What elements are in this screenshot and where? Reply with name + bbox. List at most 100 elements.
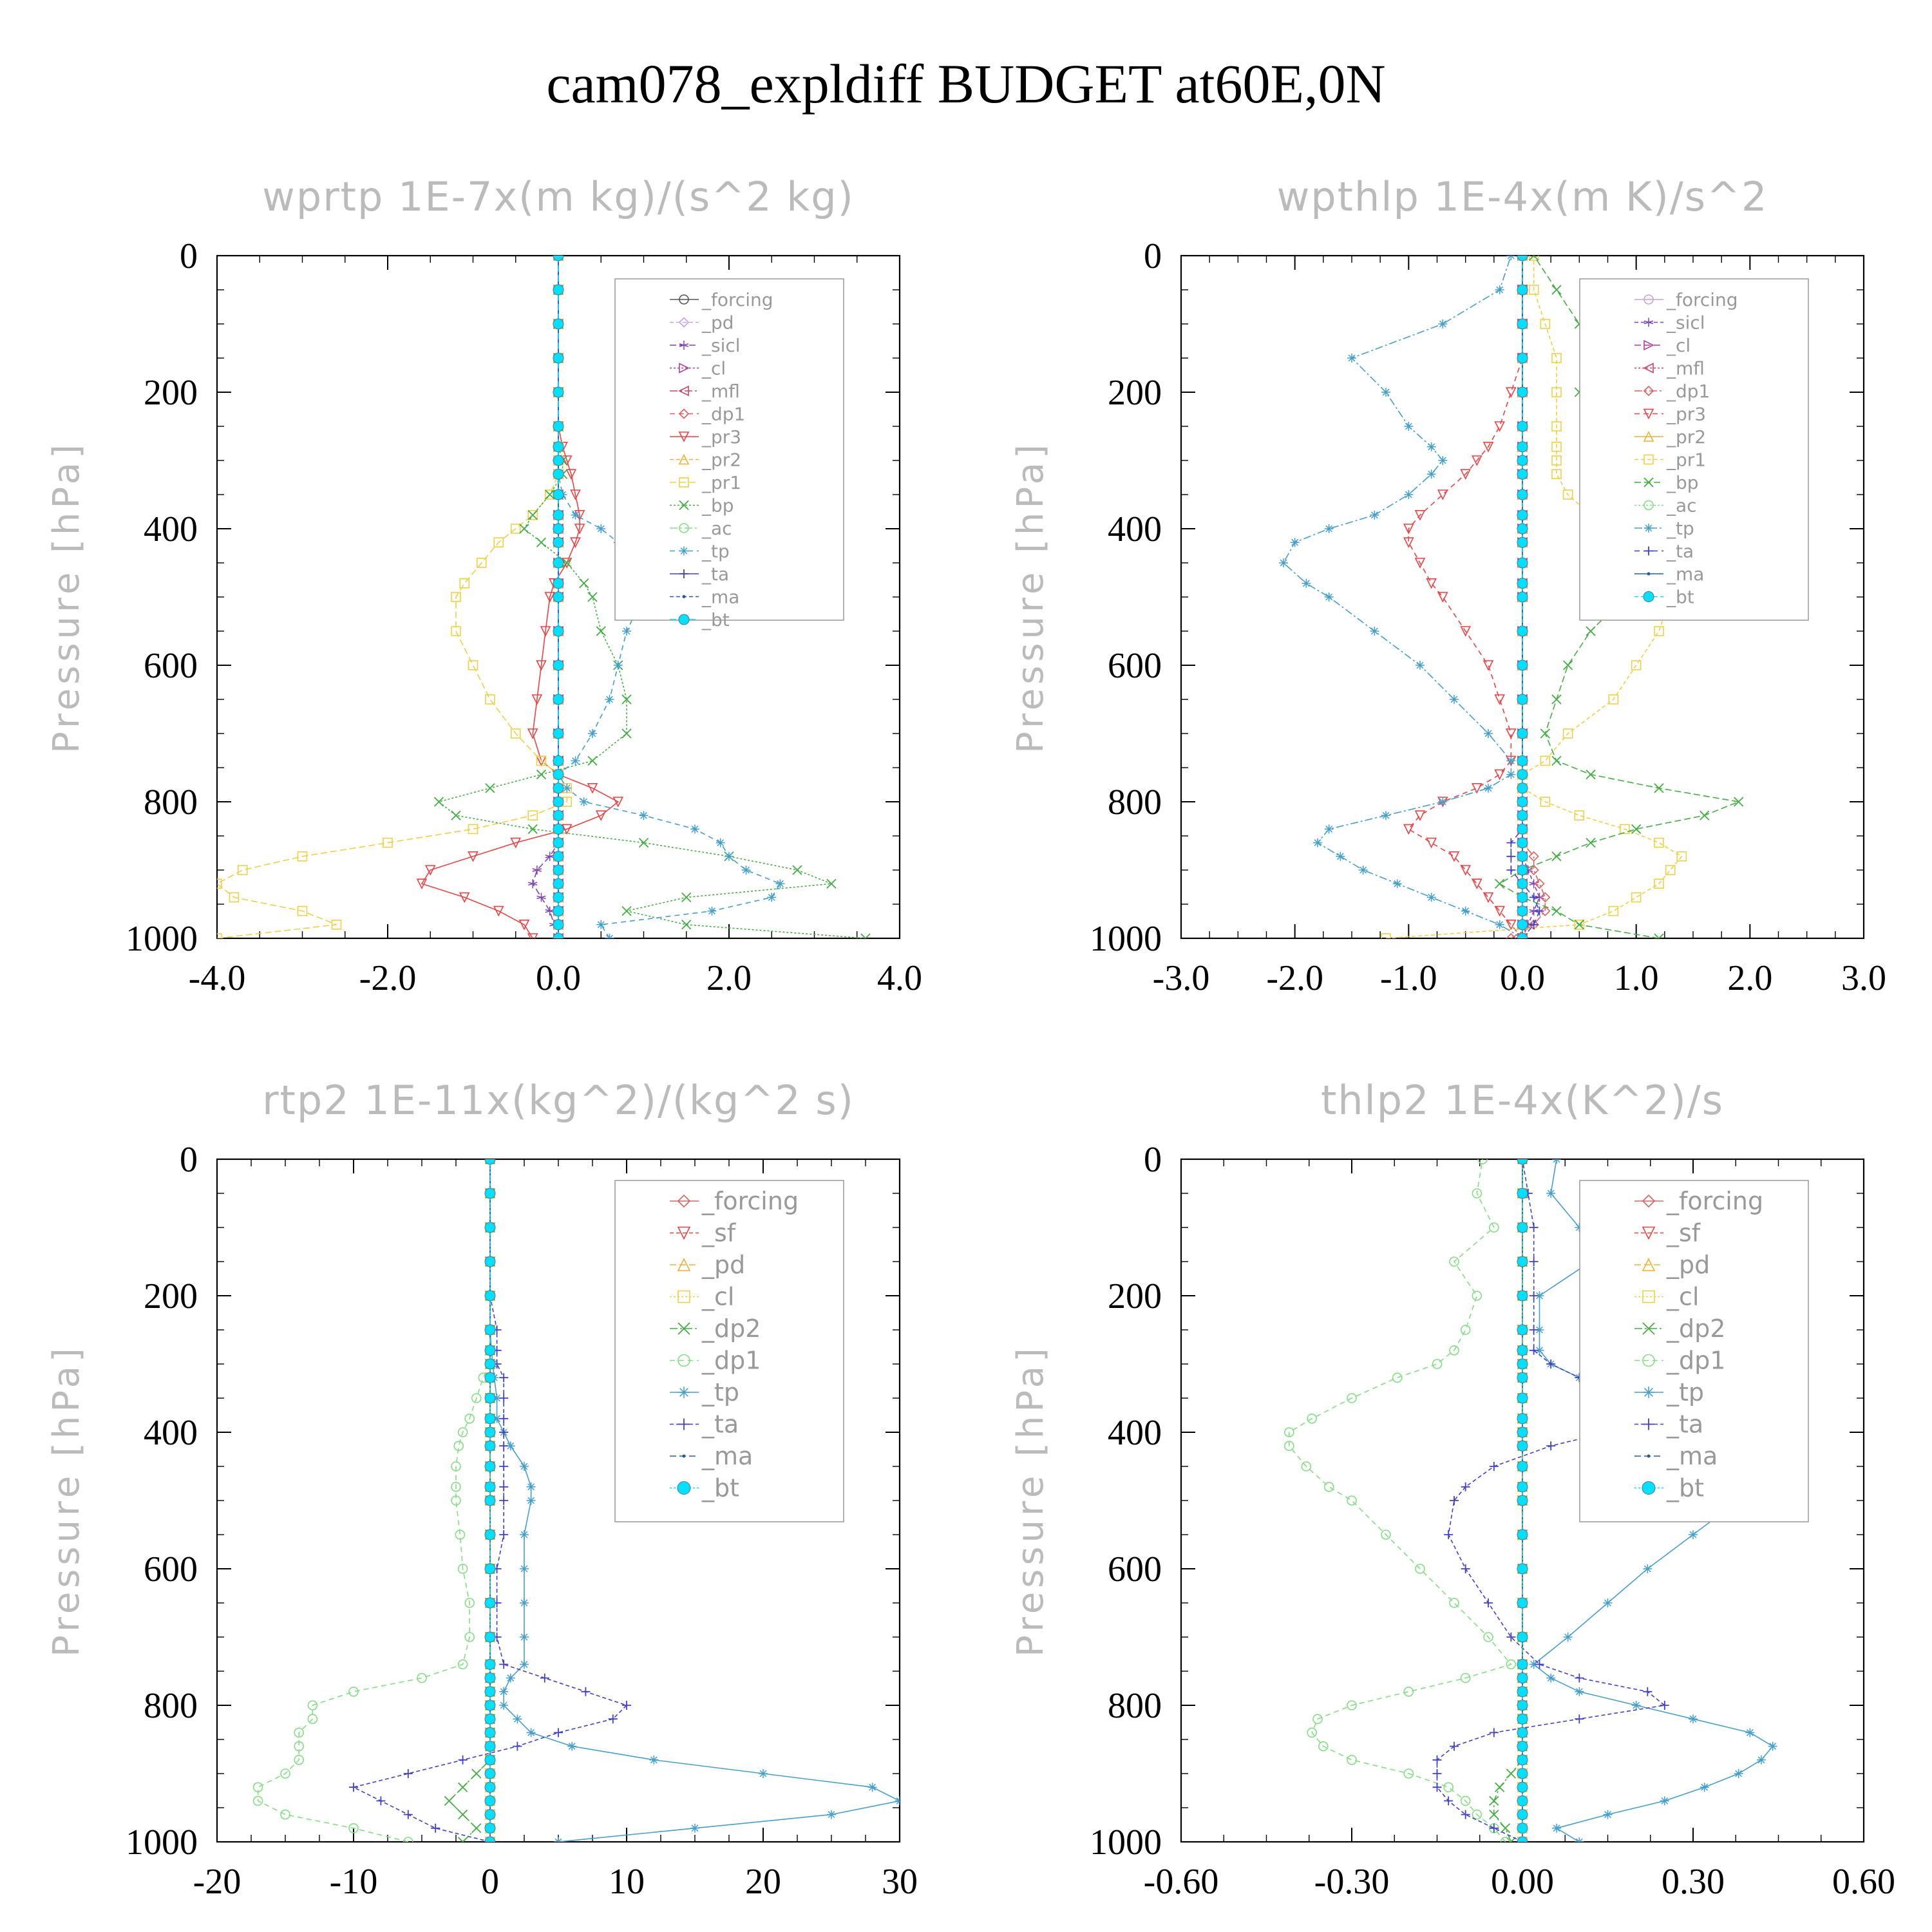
data-point <box>484 1741 496 1752</box>
y-tick-label: 800 <box>1108 782 1162 822</box>
data-point <box>1517 256 1528 261</box>
legend-label: _pr2 <box>701 450 741 471</box>
data-point <box>1489 1462 1499 1471</box>
data-point <box>1449 1345 1459 1356</box>
data-point <box>526 1728 536 1738</box>
data-point <box>1313 838 1322 848</box>
data-point <box>1551 905 1562 916</box>
data-point <box>280 1809 290 1820</box>
data-point <box>1347 1495 1357 1506</box>
data-point <box>464 1414 475 1424</box>
data-point <box>1426 578 1437 589</box>
x-tick-label: -0.60 <box>1144 1862 1219 1902</box>
data-point <box>1517 1372 1528 1383</box>
legend-label: _ta <box>1666 541 1694 562</box>
data-point <box>1284 1427 1294 1437</box>
data-point <box>613 661 623 670</box>
data-point <box>1318 1741 1329 1752</box>
data-point <box>1460 1795 1471 1806</box>
data-point <box>468 851 478 862</box>
data-point <box>553 837 564 849</box>
data-point <box>553 782 564 794</box>
data-point <box>297 905 308 916</box>
series-line-dp1 <box>1289 1159 1512 1842</box>
data-point <box>1700 810 1710 820</box>
data-point <box>1284 1441 1294 1451</box>
x-tick-label: 1.0 <box>1614 958 1659 998</box>
data-point <box>1517 782 1528 794</box>
y-tick-label: 200 <box>1108 1276 1162 1316</box>
data-point <box>1528 285 1539 295</box>
data-point <box>294 1755 305 1765</box>
data-point <box>1517 1256 1528 1267</box>
y-tick-label: 200 <box>1108 373 1162 413</box>
legend-label: _ta <box>701 1410 739 1439</box>
data-point <box>1443 1782 1454 1792</box>
x-tick-label: 0 <box>481 1862 499 1902</box>
data-point <box>1517 352 1528 364</box>
data-point <box>459 578 470 589</box>
legend-label: _ma <box>1666 564 1704 585</box>
legend-label: _cl <box>1666 1283 1699 1311</box>
data-point <box>553 659 564 671</box>
data-point <box>1517 823 1528 835</box>
data-point <box>1517 933 1528 938</box>
data-point <box>553 468 564 480</box>
data-point <box>561 824 573 835</box>
series-line-dp1 <box>257 1159 491 1842</box>
data-point <box>1461 1810 1470 1819</box>
data-point <box>553 796 564 808</box>
data-point <box>457 1659 468 1670</box>
chart-panel-1: wprtp 1E-7x(m kg)/(s^2 kg) Pressure [hPa]… <box>46 173 922 998</box>
data-point <box>520 1462 529 1471</box>
data-point <box>1535 1325 1544 1334</box>
data-point <box>499 1414 509 1423</box>
data-point <box>553 755 564 766</box>
data-point <box>690 1823 699 1833</box>
data-point <box>1734 797 1744 807</box>
data-point <box>1546 1359 1556 1368</box>
legend-marker <box>679 500 689 511</box>
data-point <box>1279 558 1288 567</box>
x-tick-label: 0.30 <box>1662 1862 1725 1902</box>
data-point <box>492 1414 502 1423</box>
y-tick-label: 400 <box>144 509 198 549</box>
data-point <box>571 756 580 766</box>
data-point <box>1517 1700 1528 1711</box>
data-point <box>1302 578 1311 588</box>
data-point <box>681 920 692 930</box>
data-point <box>1517 837 1528 849</box>
data-point <box>1307 1414 1317 1424</box>
data-point <box>1426 893 1436 902</box>
data-point <box>1535 1660 1544 1669</box>
legend-marker <box>679 363 690 374</box>
data-point <box>1586 837 1596 848</box>
data-point <box>217 878 222 889</box>
legend-label: _pr1 <box>1666 450 1706 471</box>
y-tick-label: 600 <box>144 646 198 686</box>
data-point <box>1517 1768 1528 1779</box>
data-point <box>1654 783 1664 793</box>
data-point <box>484 1159 496 1165</box>
data-point <box>520 1633 529 1642</box>
data-point <box>1432 1783 1442 1792</box>
x-tick-label: 2.0 <box>706 958 752 998</box>
data-point <box>1517 864 1528 876</box>
legend-box <box>614 1180 844 1522</box>
legend-marker <box>678 614 690 625</box>
data-point <box>1460 469 1471 480</box>
data-point <box>553 386 564 398</box>
data-point <box>1654 626 1664 636</box>
data-point <box>1551 353 1562 363</box>
legend-marker <box>677 1258 691 1271</box>
data-point <box>1631 1701 1641 1710</box>
y-tick-label: 1000 <box>1090 919 1162 959</box>
data-point <box>1506 756 1516 766</box>
legend: _forcing_sicl_cl_mfl_dp1_pr3_pr2_pr1_bp_… <box>1579 278 1809 621</box>
x-tick-label: 30 <box>882 1862 918 1902</box>
data-point <box>457 1427 468 1437</box>
data-point <box>588 729 597 738</box>
data-point <box>526 1496 536 1505</box>
data-point <box>457 1837 468 1842</box>
